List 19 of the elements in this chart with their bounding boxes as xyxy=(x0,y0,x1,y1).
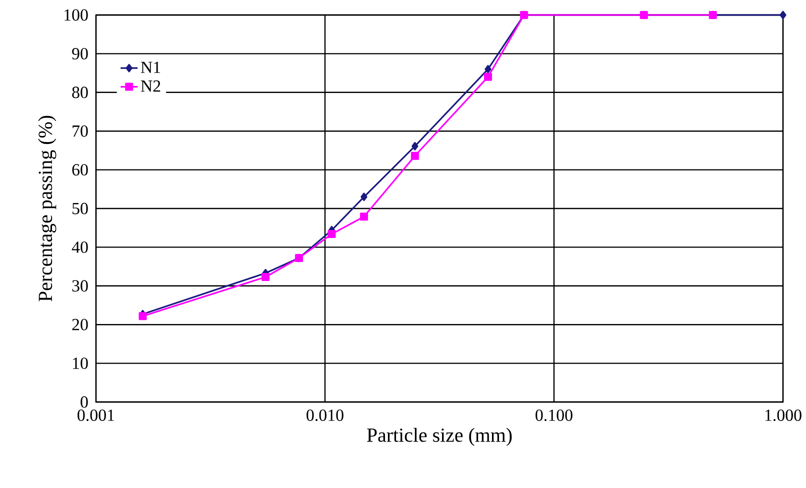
y-tick-label: 10 xyxy=(73,358,88,370)
x-tick-label: 0.100 xyxy=(536,410,572,422)
y-tick-label: 0 xyxy=(80,396,88,408)
y-tick-label: 90 xyxy=(72,48,88,60)
x-axis-title: Particle size (mm) xyxy=(367,428,512,446)
legend-label: N2 xyxy=(140,80,160,92)
y-tick-label: 70 xyxy=(72,125,88,137)
x-tick-label: 0.010 xyxy=(306,410,344,422)
legend-label: N1 xyxy=(140,62,160,73)
x-tick-label: 1.000 xyxy=(765,410,802,422)
y-tick-label: 50 xyxy=(72,202,88,214)
y-tick-label: 60 xyxy=(72,164,88,176)
y-tick-label: 100 xyxy=(64,9,88,21)
y-axis-title: Percentage passing (%) xyxy=(38,116,56,302)
y-tick-label: 30 xyxy=(72,280,88,292)
x-tick-label: 0.001 xyxy=(78,410,114,422)
y-tick-label: 80 xyxy=(72,86,88,98)
y-tick-label: 40 xyxy=(72,241,88,253)
y-tick-label: 20 xyxy=(72,318,88,330)
